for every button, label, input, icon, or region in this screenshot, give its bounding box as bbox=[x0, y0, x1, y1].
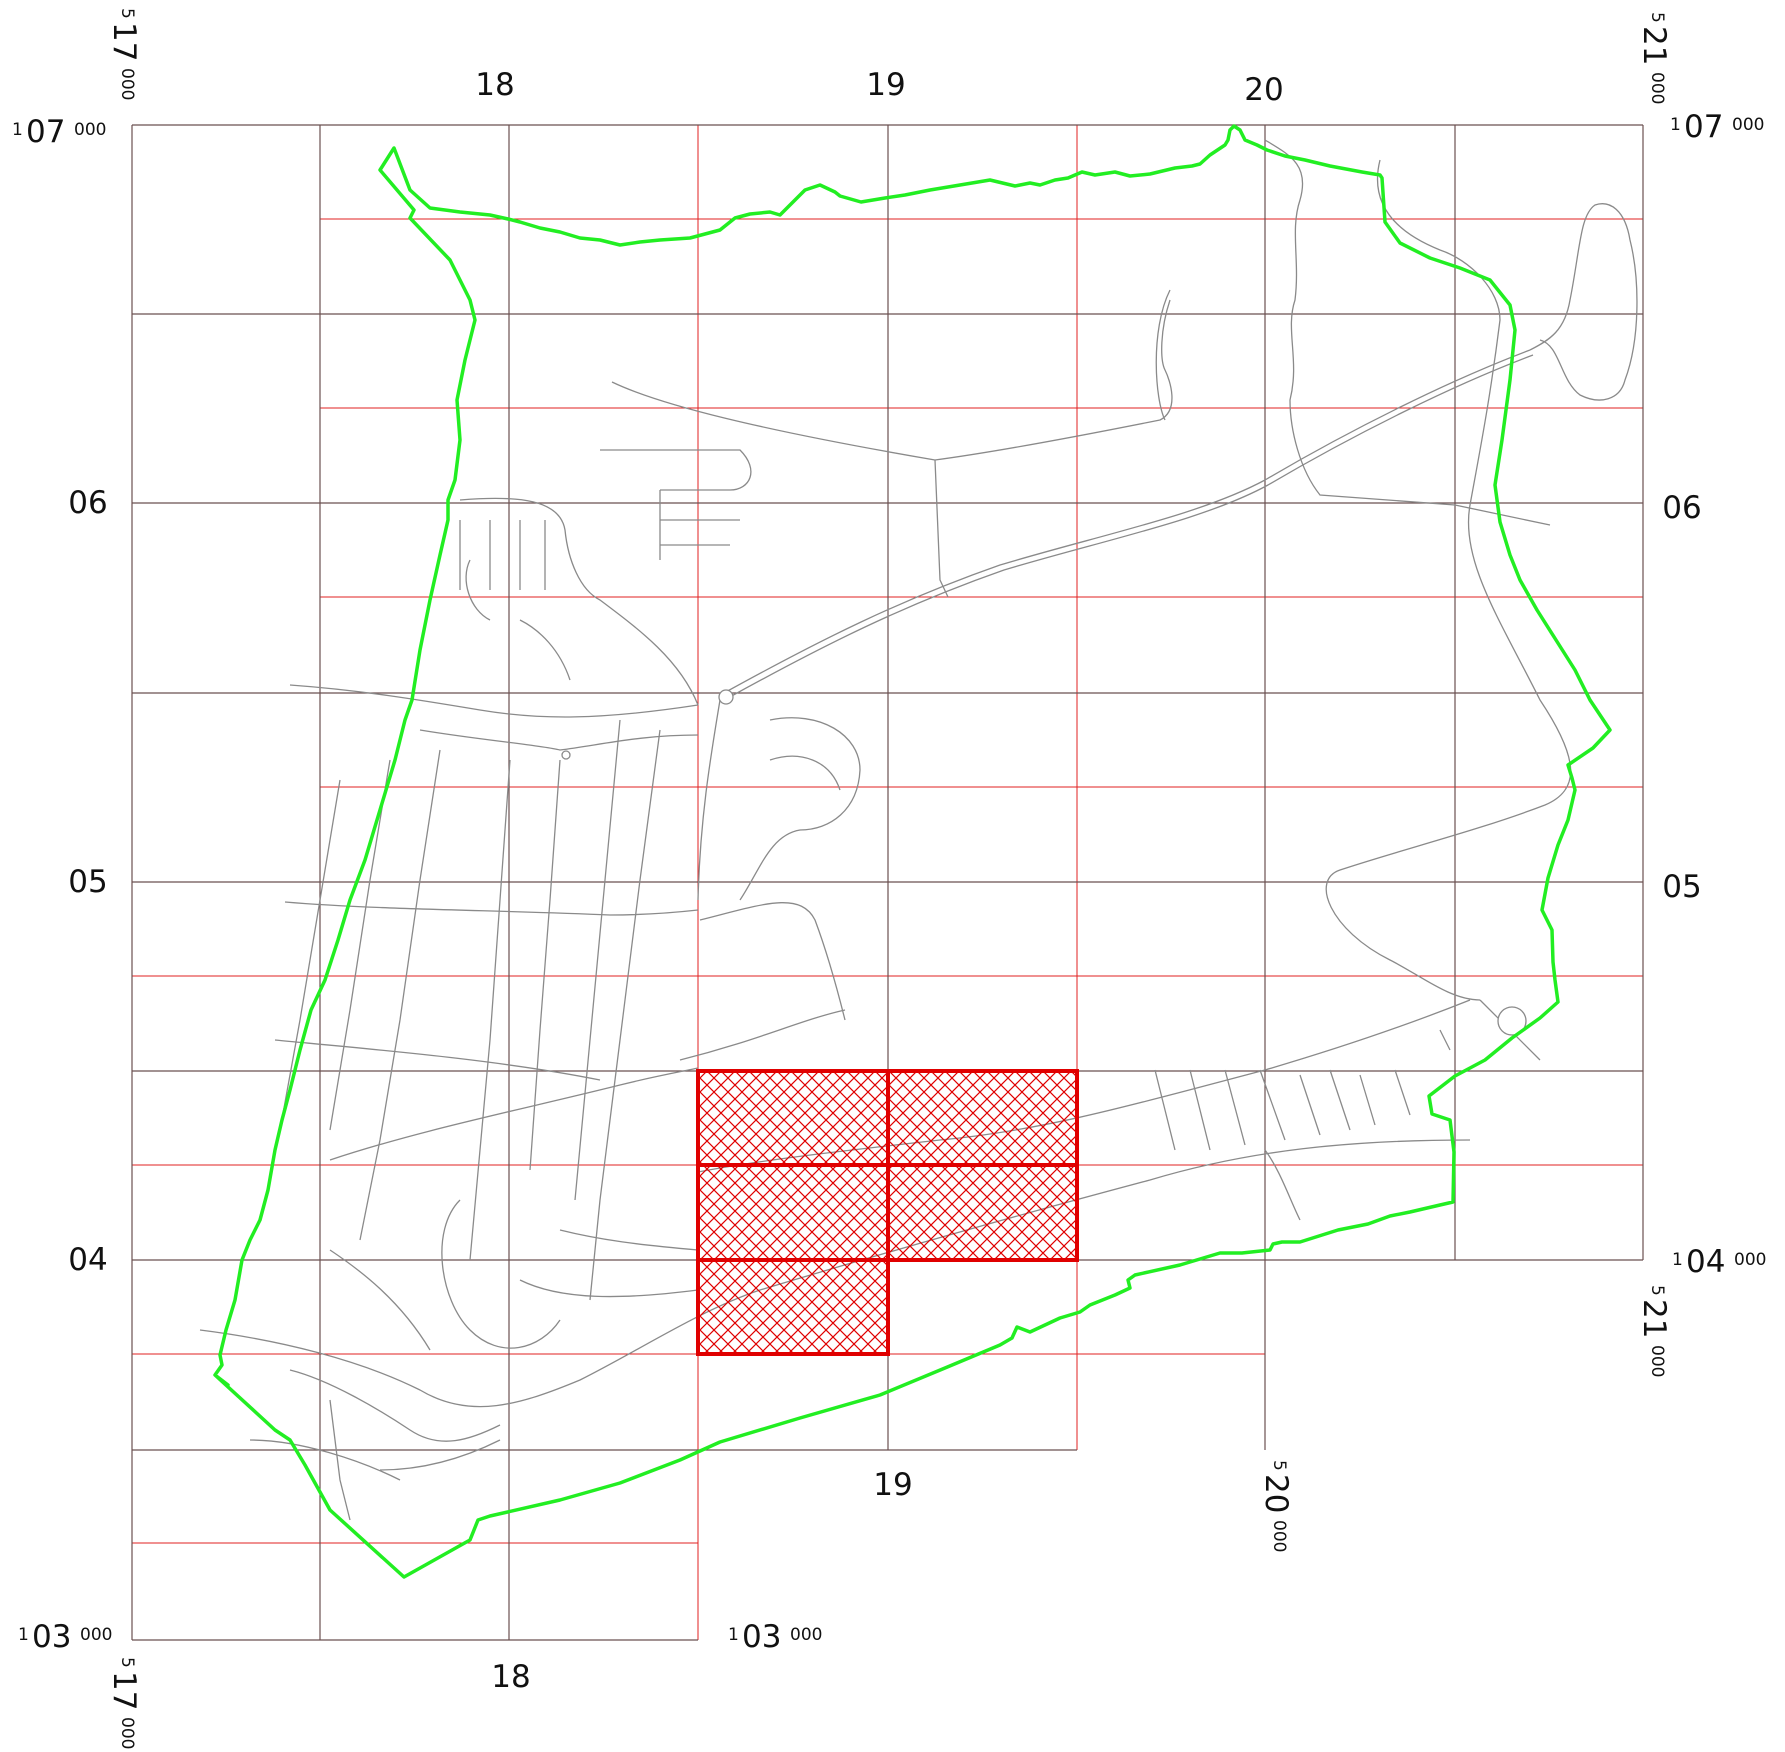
grid-label-top-20: 20 bbox=[1244, 72, 1283, 108]
grid-label-left-04: 04 bbox=[68, 1242, 107, 1278]
northing-bottom-mid: 1 03 000 bbox=[728, 1619, 822, 1655]
grid-label-top-19: 19 bbox=[866, 67, 905, 103]
easting-top-right: 5 21 000 bbox=[1636, 12, 1672, 104]
svg-text:03: 03 bbox=[32, 1619, 71, 1655]
svg-text:20: 20 bbox=[1258, 1474, 1294, 1513]
northing-bottom-left: 1 03 000 bbox=[18, 1619, 112, 1655]
grid-label-left-06: 06 bbox=[68, 485, 107, 521]
northing-top-left: 1 07 000 bbox=[12, 114, 106, 150]
svg-text:21: 21 bbox=[1636, 26, 1672, 65]
grid-label-bottom-18: 18 bbox=[491, 1659, 530, 1695]
svg-text:000: 000 bbox=[1269, 1520, 1289, 1552]
grid-label-left-05: 05 bbox=[68, 864, 107, 900]
corner-labels: 1 07 000 1 07 000 1 04 000 1 03 000 1 03… bbox=[12, 8, 1766, 1749]
grid-labels: 18 19 20 19 18 06 05 04 06 05 bbox=[68, 67, 1701, 1695]
roundabouts bbox=[561, 689, 1527, 1036]
svg-text:000: 000 bbox=[1647, 72, 1667, 104]
svg-text:17: 17 bbox=[106, 22, 142, 61]
svg-text:000: 000 bbox=[80, 1625, 112, 1645]
svg-text:000: 000 bbox=[1647, 1345, 1667, 1377]
svg-text:000: 000 bbox=[117, 68, 137, 100]
svg-text:5: 5 bbox=[1647, 1285, 1667, 1296]
svg-text:1: 1 bbox=[728, 1625, 739, 1645]
grid-label-right-06: 06 bbox=[1662, 490, 1701, 526]
svg-text:07: 07 bbox=[26, 114, 65, 150]
svg-text:5: 5 bbox=[1269, 1460, 1289, 1471]
grid-label-right-05: 05 bbox=[1662, 869, 1701, 905]
svg-text:000: 000 bbox=[1734, 1250, 1766, 1270]
easting-top-left: 5 17 000 bbox=[106, 8, 142, 100]
svg-text:17: 17 bbox=[106, 1671, 142, 1710]
easting-right-lower: 5 21 000 bbox=[1636, 1285, 1672, 1377]
svg-text:1: 1 bbox=[18, 1625, 29, 1645]
svg-text:04: 04 bbox=[1686, 1244, 1725, 1280]
svg-text:03: 03 bbox=[742, 1619, 781, 1655]
svg-text:1: 1 bbox=[12, 120, 23, 140]
svg-text:000: 000 bbox=[1732, 115, 1764, 135]
grid-label-top-18: 18 bbox=[475, 67, 514, 103]
svg-text:1: 1 bbox=[1670, 115, 1681, 135]
northing-top-right: 1 07 000 bbox=[1670, 109, 1764, 145]
study-area-boundary bbox=[213, 124, 1612, 1579]
road-network bbox=[199, 139, 1638, 1521]
svg-text:000: 000 bbox=[117, 1717, 137, 1749]
svg-text:5: 5 bbox=[1647, 12, 1667, 23]
easting-bottom-mid: 5 20 000 bbox=[1258, 1460, 1294, 1552]
svg-text:21: 21 bbox=[1636, 1299, 1672, 1338]
grid-label-bottom-19: 19 bbox=[873, 1467, 912, 1503]
easting-bottom-left: 5 17 000 bbox=[106, 1657, 142, 1749]
svg-text:000: 000 bbox=[74, 120, 106, 140]
svg-text:5: 5 bbox=[117, 1657, 137, 1668]
svg-text:5: 5 bbox=[117, 8, 137, 19]
svg-text:1: 1 bbox=[1672, 1250, 1683, 1270]
hatched-area bbox=[696, 1069, 1079, 1356]
svg-text:07: 07 bbox=[1684, 109, 1723, 145]
northing-right-lower: 1 04 000 bbox=[1672, 1244, 1766, 1280]
svg-text:000: 000 bbox=[790, 1625, 822, 1645]
major-grid bbox=[131, 124, 1644, 1641]
